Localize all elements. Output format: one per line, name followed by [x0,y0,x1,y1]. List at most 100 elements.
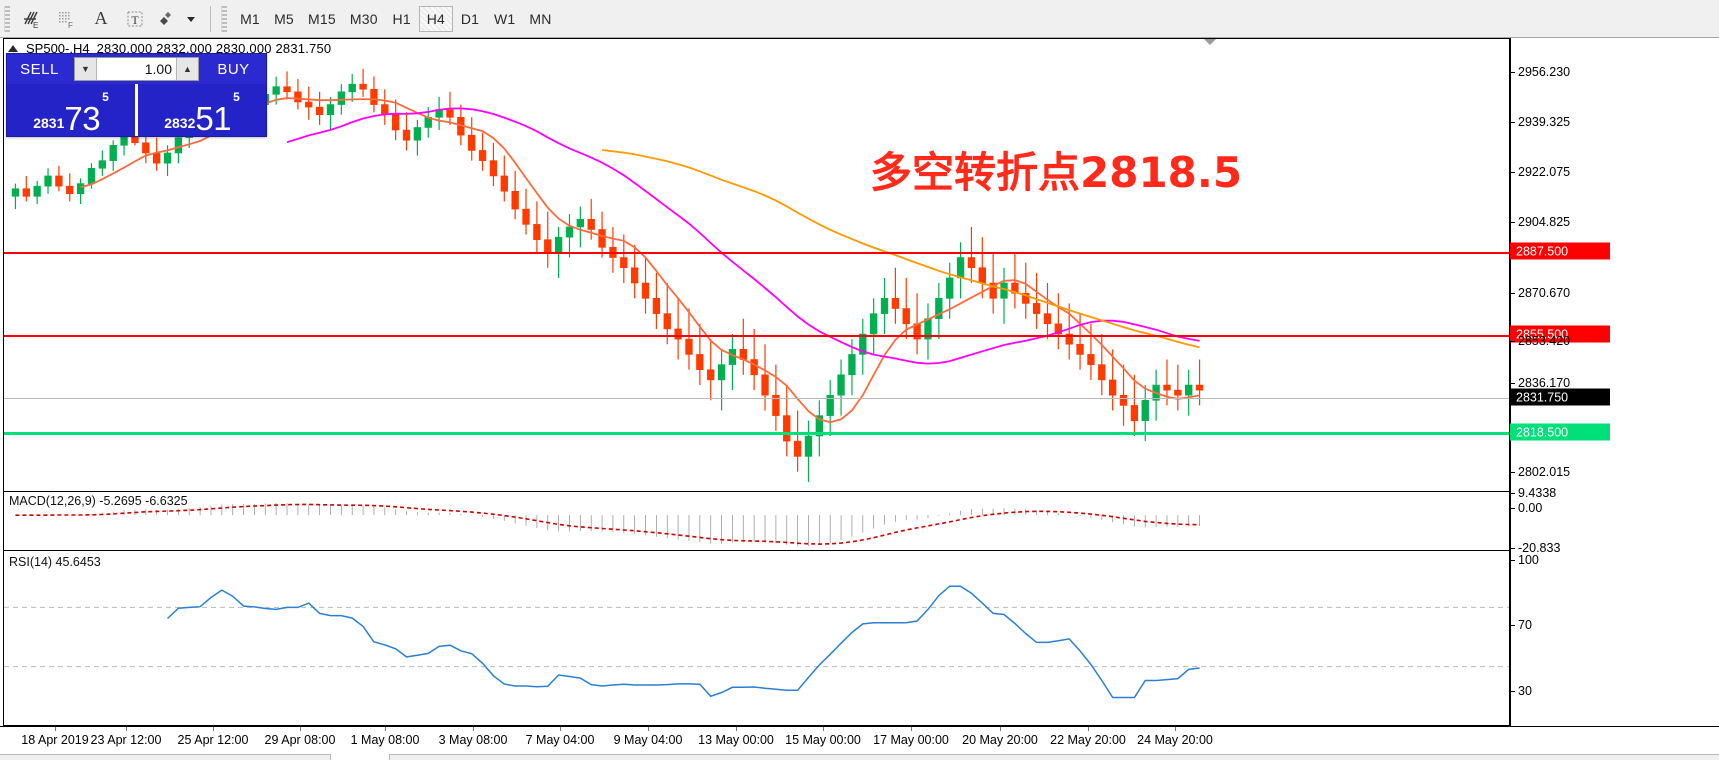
fractal-grid-glyph: F [59,11,73,30]
volume-input[interactable]: 1.00 [144,61,172,77]
sell-price-pipette: 5 [102,90,109,104]
time-tick-mark [1088,727,1089,731]
toolbar-grip-2[interactable] [221,5,227,32]
macd-pane[interactable]: MACD(12,26,9) -5.2695 -6.6325 [4,491,1509,551]
price-tick-label: 2836.170 [1518,376,1571,390]
volume-stepper[interactable]: ▼ 1.00 ▲ [74,57,199,81]
price-tick-label: 2922.075 [1518,165,1571,179]
toolbar-separator [210,5,211,32]
time-tick-mark [385,727,386,731]
chart-area: SP500-,H4 2830.000 2832.000 2830.000 283… [0,38,1719,726]
timeframe-m5[interactable]: M5 [274,10,294,27]
macd-scale-label-tick [1510,493,1515,494]
price-tick-label: 2904.825 [1518,215,1571,229]
price-level-chip-2855-500[interactable]: 2855.500 [1510,325,1610,343]
chart-canvas-border[interactable]: SP500-,H4 2830.000 2832.000 2830.000 283… [3,38,1510,726]
rsi-chart-svg [4,585,1509,699]
price-tick-label: 2870.670 [1518,286,1571,300]
chart-annotation-text[interactable]: 多空转折点2818.5 [870,148,1243,197]
price-tick-mark [1510,72,1515,73]
price-tick-mark [1510,472,1515,473]
level-line-2855[interactable] [4,335,1509,337]
sell-price-display[interactable]: 2831 73 5 [7,84,135,136]
price-tick-label: 2939.325 [1518,115,1571,129]
buy-price-display[interactable]: 2832 51 5 [135,84,266,136]
price-level-chip-2887-500[interactable]: 2887.500 [1510,242,1610,260]
macd-chart-svg [15,503,1200,547]
sell-button[interactable]: SELL [20,60,59,78]
svg-text:E: E [33,21,38,30]
indicators-icon[interactable]: E [16,3,50,35]
one-click-trading-panel[interactable]: SELL ▼ 1.00 ▲ BUY 2831 73 5 [6,53,267,137]
drawing-tools-icon[interactable] [152,3,178,35]
time-tick-label: 1 May 08:00 [350,733,420,747]
timeframe-h1[interactable]: H1 [392,10,411,27]
price-axis[interactable]: 2956.230 2939.325 2922.075 2904.825 2887.500… [1510,38,1719,726]
price-level-chip-2831-750[interactable]: 2831.750 [1510,388,1610,406]
sell-price-decimal: 73 [64,99,101,137]
fractal-grid-icon[interactable]: F [50,3,84,35]
level-line-2818[interactable] [4,432,1509,435]
time-tick-label: 23 Apr 12:00 [90,733,162,747]
buy-button[interactable]: BUY [217,60,250,78]
time-tick-label: 17 May 00:00 [873,733,949,747]
price-tick-label: 2853.420 [1518,334,1571,348]
timeframe-m15[interactable]: M15 [308,10,336,27]
price-tick-mark [1510,222,1515,223]
timeframe-w1[interactable]: W1 [493,10,516,27]
toolbar-grip-1[interactable] [4,5,10,32]
time-tick-mark [1175,727,1176,731]
trade-panel-top-row: SELL ▼ 1.00 ▲ BUY [7,54,266,84]
bottom-status-strip [0,754,1719,760]
text-label-glyph: A [94,8,108,28]
timeframe-d1[interactable]: D1 [460,10,480,27]
drawing-tools-glyph [160,11,171,25]
macd-scale-label-tick [1510,508,1515,509]
time-tick-label: 24 May 20:00 [1137,733,1213,747]
price-pane[interactable]: SP500-,H4 2830.000 2832.000 2830.000 283… [4,39,1509,487]
chart-symbol-label: SP500-,H4 [26,41,90,56]
price-tick-mark [1510,383,1515,384]
timeframe-h4[interactable]: H4 [418,5,453,32]
time-tick-mark [213,727,214,731]
time-tick-mark [1000,727,1001,731]
timeframe-m1[interactable]: M1 [240,10,260,27]
text-object-icon[interactable]: T [118,3,152,35]
price-level-chip-2818-500[interactable]: 2818.500 [1510,423,1610,441]
time-tick-mark [648,727,649,731]
collapse-triangle-icon[interactable] [8,45,18,52]
time-tick-label: 29 Apr 08:00 [264,733,336,747]
time-tick-mark [126,727,127,731]
timeframe-m30[interactable]: M30 [349,10,378,27]
chart-symbol-header: SP500-,H4 2830.000 2832.000 2830.000 283… [8,41,331,56]
rsi-scale-label: 100 [1518,553,1539,567]
chart-tab[interactable] [330,754,390,760]
chart-ohlc-values: 2830.000 2832.000 2830.000 2831.750 [96,41,332,56]
time-tick-label: 22 May 20:00 [1050,733,1126,747]
timeframe-mn[interactable]: MN [529,10,552,27]
rsi-scale-label-tick [1510,625,1515,626]
macd-scale-label-tick [1510,548,1515,549]
time-tick-label: 25 Apr 12:00 [177,733,249,747]
price-tick-mark [1510,122,1515,123]
rsi-pane[interactable]: RSI(14) 45.6453 [4,553,1509,725]
macd-label: MACD(12,26,9) -5.2695 -6.6325 [9,494,188,508]
time-tick-mark [560,727,561,731]
price-tick-mark [1510,172,1515,173]
chart-scroll-marker[interactable] [1204,39,1216,45]
drawing-dropdown-icon[interactable] [178,3,204,35]
rsi-scale-label-tick [1510,560,1515,561]
price-tick-mark [1510,293,1515,294]
text-label-icon[interactable]: A [84,3,118,35]
time-tick-mark [473,727,474,731]
dropdown-caret-glyph [187,16,195,22]
volume-decrease-icon[interactable]: ▼ [75,58,97,80]
time-tick-label: 7 May 04:00 [525,733,595,747]
level-line-2887[interactable] [4,252,1509,254]
sell-price-integer: 2831 [33,115,65,131]
time-tick-label: 20 May 20:00 [962,733,1038,747]
macd-scale-label: -20.833 [1518,541,1561,555]
rsi-scale-label: 70 [1518,618,1532,632]
volume-increase-icon[interactable]: ▲ [176,58,198,80]
